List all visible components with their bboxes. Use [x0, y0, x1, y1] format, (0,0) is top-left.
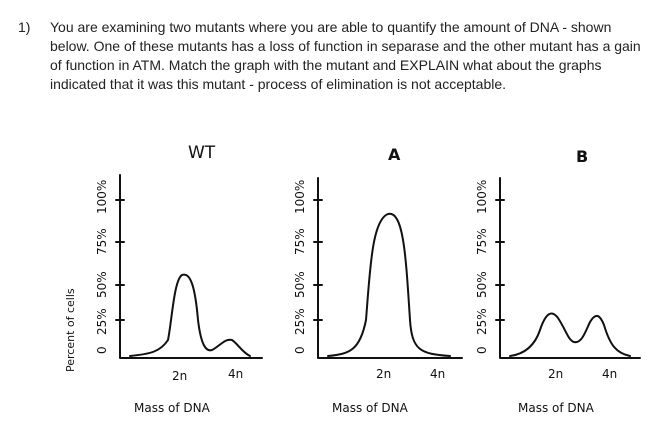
xtick-4n-wt: 4n	[228, 367, 243, 381]
xtick-4n-a: 4n	[430, 367, 445, 381]
b-curve	[509, 312, 631, 357]
xlabel-b: Mass of DNA	[518, 401, 595, 415]
graph-a	[313, 177, 463, 359]
graph-title-b: B	[576, 147, 588, 166]
ytick-25-b: 25%	[475, 308, 489, 335]
ytick-75-b: 75%	[475, 228, 489, 255]
graph-title-a: A	[388, 145, 401, 164]
ytick-100-wt: 100%	[95, 180, 109, 214]
ytick-100-a: 100%	[293, 180, 307, 214]
graph-b	[495, 177, 641, 359]
question-number: 1)	[18, 19, 31, 35]
ytick-25-a: 25%	[293, 308, 307, 335]
wt-axes	[119, 174, 263, 359]
question-text: You are examining two mutants where you …	[50, 19, 641, 92]
ytick-50-b: 50%	[475, 271, 489, 298]
xtick-2n-a: 2n	[376, 367, 391, 381]
ylabel-wt: Percent of cells	[64, 288, 77, 372]
graph-title-wt: WT	[188, 143, 216, 163]
ytick-0-a: 0	[293, 346, 307, 354]
ytick-50-a: 50%	[293, 271, 307, 298]
graph-wt	[115, 174, 263, 359]
xlabel-a: Mass of DNA	[332, 401, 409, 415]
xtick-4n-b: 4n	[602, 367, 617, 381]
ytick-25-wt: 25%	[95, 308, 109, 335]
xlabel-wt: Mass of DNA	[134, 401, 211, 415]
ytick-0-b: 0	[475, 346, 489, 354]
wt-curve	[129, 273, 251, 357]
b-axes	[499, 177, 641, 359]
a-axes	[317, 177, 463, 359]
ytick-100-b: 100%	[475, 180, 489, 214]
ytick-50-wt: 50%	[95, 271, 109, 298]
ytick-0-wt: 0	[95, 346, 109, 354]
a-curve	[327, 212, 451, 357]
ytick-75-a: 75%	[293, 228, 307, 255]
xtick-2n-wt: 2n	[172, 369, 187, 383]
xtick-2n-b: 2n	[548, 367, 563, 381]
ytick-75-wt: 75%	[95, 228, 109, 255]
